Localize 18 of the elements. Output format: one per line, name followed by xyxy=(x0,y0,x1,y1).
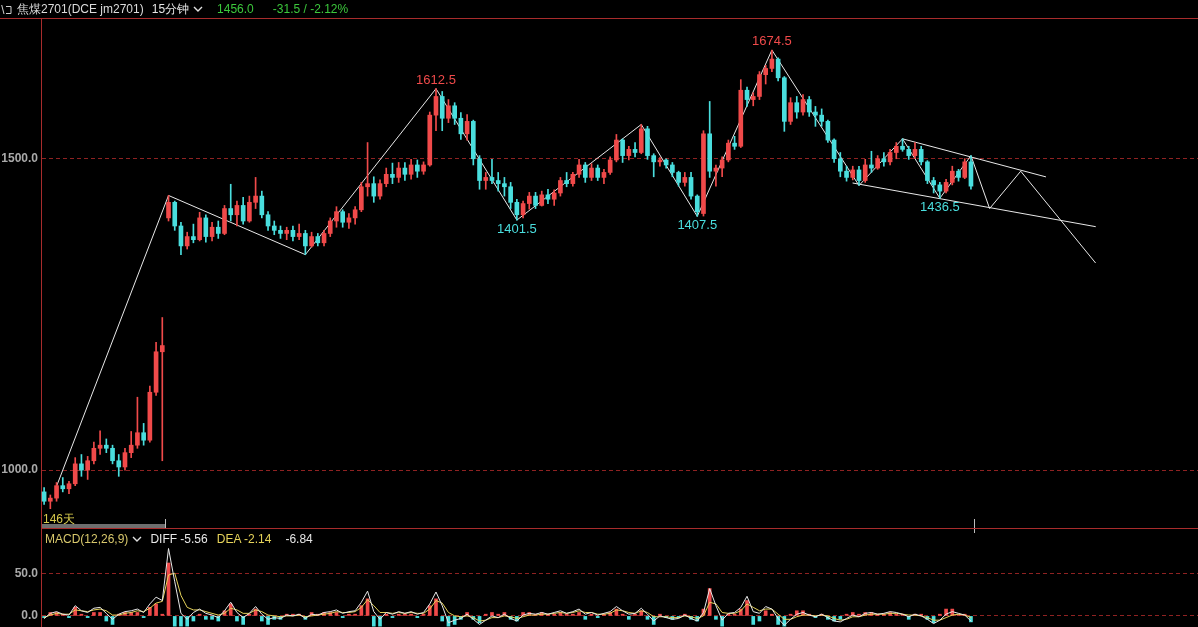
text: 1456.0 xyxy=(217,2,254,16)
data-label: 1612.5 xyxy=(416,71,456,87)
chart-title: 焦煤2701(DCE jm2701) xyxy=(17,0,144,18)
data-label: 1436.5 xyxy=(919,199,960,215)
y-tick-label: 50.0 xyxy=(14,565,39,580)
text: DEA -2.14 xyxy=(216,532,272,546)
y-tick-label: 1000.0 xyxy=(1,462,39,477)
legend-label: DIFF -5.56 xyxy=(150,532,208,546)
text: -31.5 / -2.12% xyxy=(272,2,349,16)
annotation: -6.84 xyxy=(285,532,313,546)
data-label: 1401.5 xyxy=(496,221,537,237)
chart-subtitle: 15分钟 xyxy=(151,0,190,18)
y-tick-label: 1500.0 xyxy=(1,151,39,166)
y-tick-label: 0.0 xyxy=(21,608,39,623)
x-axis-title: 146天 xyxy=(43,512,76,526)
data-label: 1674.5 xyxy=(752,33,792,49)
chart-title: MACD(12,26,9) xyxy=(45,532,129,546)
data-label: 1407.5 xyxy=(677,217,718,233)
